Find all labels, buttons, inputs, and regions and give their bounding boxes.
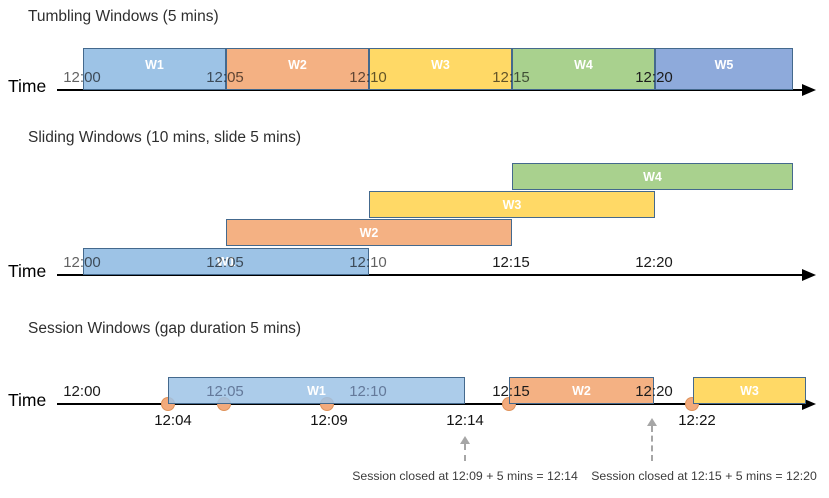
- time-tick-label: 12:15: [492, 254, 530, 271]
- window-w3: W3: [369, 191, 655, 218]
- time-tick-label: 12:05: [206, 383, 244, 400]
- time-tick-label: 12:15: [492, 69, 530, 86]
- window-w4: W4: [512, 163, 793, 190]
- window-label: W4: [574, 58, 593, 72]
- time-tick-label: 12:10: [349, 69, 387, 86]
- event-time-label: 12:14: [446, 412, 484, 429]
- annotation-arrow-icon: [460, 436, 470, 444]
- time-tick-label: 12:15: [492, 383, 530, 400]
- window-w2: W2: [509, 377, 654, 404]
- section-title: Session Windows (gap duration 5 mins): [28, 320, 302, 337]
- window-w5: W5: [655, 48, 793, 90]
- time-axis-label: Time: [8, 261, 47, 281]
- window-label: W3: [502, 197, 522, 212]
- time-tick-label: 12:10: [349, 383, 387, 400]
- window-w1: W1: [83, 48, 226, 90]
- time-tick-label: 12:00: [63, 254, 101, 271]
- event-time-label: 12:22: [678, 412, 716, 429]
- window-w2: W2: [226, 48, 369, 90]
- window-label: W2: [359, 225, 379, 240]
- window-w1: W1: [168, 377, 465, 404]
- annotation-dashed-line: [464, 444, 466, 461]
- annotation-dashed-line: [651, 426, 653, 461]
- time-tick-label: 12:05: [206, 69, 244, 86]
- time-tick-label: 12:05: [206, 254, 244, 271]
- time-axis-label: Time: [8, 76, 47, 96]
- annotation-text: Session closed at 12:15 + 5 mins = 12:20: [591, 469, 817, 483]
- section-title: Sliding Windows (10 mins, slide 5 mins): [28, 129, 302, 146]
- time-tick-label: 12:20: [635, 254, 673, 271]
- window-label: W1: [145, 58, 164, 72]
- time-axis-line: [57, 89, 804, 91]
- time-tick-label: 12:20: [635, 383, 673, 400]
- annotation-arrow-icon: [647, 418, 657, 426]
- window-label: W5: [714, 58, 734, 72]
- axis-arrow-icon: [802, 269, 816, 281]
- window-label: W3: [431, 58, 450, 72]
- window-w2: W2: [226, 219, 512, 246]
- axis-arrow-icon: [802, 84, 816, 96]
- window-w4: W4: [512, 48, 655, 90]
- window-label: W2: [288, 58, 307, 72]
- window-label: W3: [740, 383, 759, 398]
- window-label: W1: [307, 383, 326, 398]
- window-label: W1: [216, 254, 236, 269]
- window-w1: W1: [83, 248, 369, 275]
- time-tick-label: 12:00: [63, 383, 101, 400]
- window-w3: W3: [693, 377, 806, 404]
- time-axis-line: [57, 403, 804, 405]
- time-tick-label: 12:10: [349, 254, 387, 271]
- window-label: W4: [643, 169, 662, 184]
- event-time-label: 12:09: [310, 412, 348, 429]
- window-w3: W3: [369, 48, 512, 90]
- event-time-label: 12:04: [154, 412, 192, 429]
- time-tick-label: 12:00: [63, 69, 101, 86]
- time-tick-label: 12:20: [635, 69, 673, 86]
- annotation-text: Session closed at 12:09 + 5 mins = 12:14: [352, 469, 578, 483]
- section-title: Tumbling Windows (5 mins): [28, 8, 219, 25]
- window-label: W2: [572, 383, 591, 398]
- time-axis-line: [57, 274, 804, 276]
- time-axis-label: Time: [8, 390, 47, 410]
